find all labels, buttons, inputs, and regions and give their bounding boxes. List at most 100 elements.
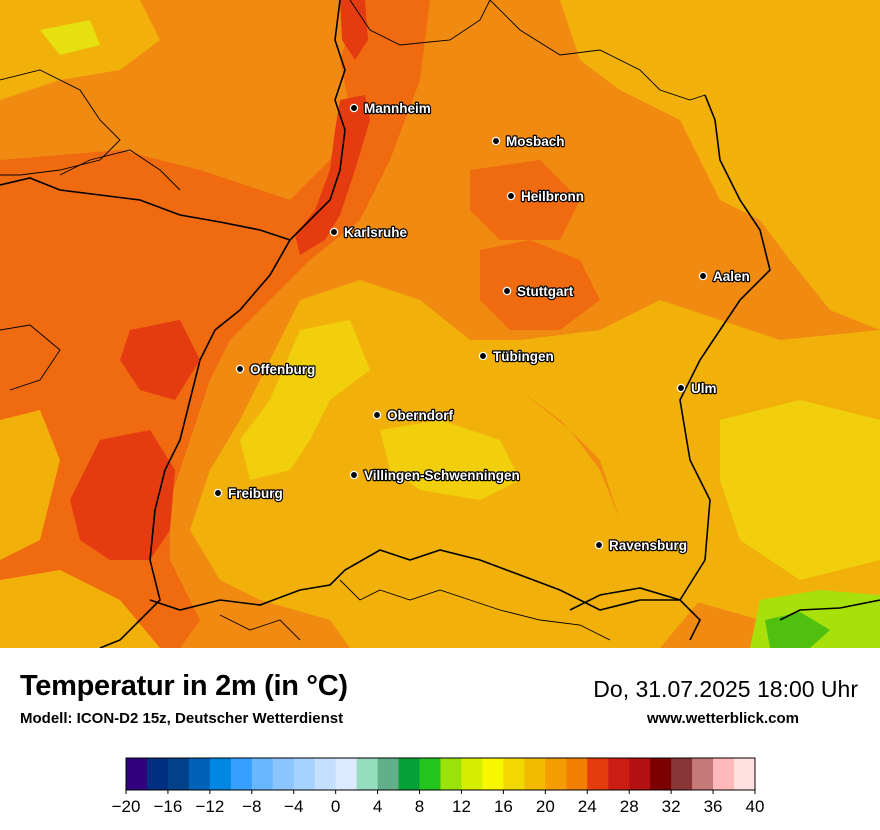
colorbar-segment — [230, 758, 253, 790]
border-se — [779, 599, 880, 621]
colorbar-segment — [293, 758, 316, 790]
colorbar-segment — [713, 758, 735, 790]
city-label-outline: Stuttgart — [517, 284, 574, 299]
city-dot — [594, 540, 604, 550]
colorbar-tick-label: −16 — [154, 797, 183, 816]
city-label: Ravensburg — [609, 538, 687, 553]
colorbar-segment — [734, 758, 756, 790]
website-label: www.wetterblick.com — [647, 710, 799, 727]
colorbar-segment — [356, 758, 379, 790]
country-borders — [0, 0, 880, 648]
colorbar-tick-label: 40 — [746, 797, 765, 816]
colorbar-segment — [692, 758, 714, 790]
colorbar-tick-label: −8 — [242, 797, 261, 816]
temp-field-red-north — [295, 95, 370, 255]
colorbar-segment — [461, 758, 483, 790]
city-label: Oberndorf — [387, 408, 454, 423]
border-east — [679, 94, 771, 601]
temp-field-red-top — [340, 0, 368, 60]
city-dot — [491, 136, 501, 146]
city-dot — [213, 488, 223, 498]
border-swiss-inner — [339, 579, 611, 641]
city-label: Offenburg — [250, 362, 315, 377]
border-bavaria-north — [489, 0, 706, 101]
city-dot — [235, 364, 245, 374]
colorbar-segment — [566, 758, 588, 790]
city-dot — [372, 410, 382, 420]
border-pfalz — [59, 149, 181, 191]
city-label-outline: Offenburg — [250, 362, 315, 377]
colorbar-segment — [482, 758, 504, 790]
city-label-outline: Ravensburg — [609, 538, 687, 553]
city-label-outline: Villingen-Schwenningen — [364, 468, 520, 483]
border-hesse — [349, 0, 491, 46]
colorbar-segment — [335, 758, 358, 790]
map-footer: Temperatur in 2m (in °C) Modell: ICON-D2… — [0, 648, 880, 830]
temperature-colorbar: −20 −16 −12 −8 −4 0 4 8 12 16 20 24 28 32 36 40 — [112, 757, 765, 816]
city-label: Freiburg — [228, 486, 283, 501]
temp-field-lightyellow-center — [240, 320, 370, 480]
colorbar-segment — [524, 758, 546, 790]
temp-field-darkorange-stuttgart — [480, 240, 600, 330]
map-title: Temperatur in 2m (in °C) — [20, 670, 348, 702]
city-label-outline: Mosbach — [506, 134, 565, 149]
colorbar-segment — [167, 758, 190, 790]
colorbar-tick-label: 8 — [415, 797, 424, 816]
temp-field-red-south — [70, 430, 175, 560]
colorbar-segment — [650, 758, 672, 790]
colorbar-segment — [272, 758, 295, 790]
city-label-outline: Mannheim — [364, 101, 431, 116]
border-west-small — [0, 324, 61, 391]
colorbar-segment — [209, 758, 232, 790]
city-dot — [349, 470, 359, 480]
model-info: Modell: ICON-D2 15z, Deutscher Wetterdie… — [20, 710, 344, 727]
colorbar-segment — [188, 758, 211, 790]
colorbar-tick-label: 12 — [452, 797, 471, 816]
city-label-outline: Aalen — [713, 269, 750, 284]
temp-field-yellow-ne — [560, 0, 880, 330]
colorbar-tick-label: 32 — [662, 797, 681, 816]
colorbar-segment — [314, 758, 337, 790]
colorbar-tick-label: 16 — [494, 797, 513, 816]
colorbar-segment — [419, 758, 441, 790]
border-alsace — [0, 69, 121, 176]
colorbar-tick-label: −12 — [195, 797, 224, 816]
temp-field-lightyellow-se — [720, 400, 880, 580]
city-dot — [502, 286, 512, 296]
colorbar-tick-label: 24 — [578, 797, 597, 816]
temp-field-darkorange-heilbronn — [470, 160, 580, 240]
city-label-outline: Tübingen — [493, 349, 554, 364]
colorbar-segment — [671, 758, 693, 790]
city-label: Stuttgart — [517, 284, 574, 299]
forecast-datetime: Do, 31.07.2025 18:00 Uhr — [593, 676, 858, 702]
city-label-outline: Freiburg — [228, 486, 283, 501]
temp-field-yellow-west — [0, 410, 60, 560]
border-bodensee — [569, 587, 701, 641]
colorbar-tick-label: 36 — [704, 797, 723, 816]
city-label: Mosbach — [506, 134, 565, 149]
temp-field-yellow-southwest — [0, 570, 160, 648]
colorbar-segment — [587, 758, 609, 790]
colorbar-segment — [251, 758, 274, 790]
colorbar-tick-label: 0 — [331, 797, 340, 816]
state-borders — [0, 0, 706, 641]
city-dot — [349, 103, 359, 113]
city-label: Villingen-Schwenningen — [364, 468, 520, 483]
colorbar-tick-label: 20 — [536, 797, 555, 816]
border-swiss — [149, 549, 680, 611]
temp-field-yellow-green-nw — [40, 20, 100, 55]
city-label: Tübingen — [493, 349, 554, 364]
city-label: Aalen — [713, 269, 750, 284]
border-rhine-south — [99, 239, 291, 648]
city-label: Heilbronn — [521, 189, 584, 204]
